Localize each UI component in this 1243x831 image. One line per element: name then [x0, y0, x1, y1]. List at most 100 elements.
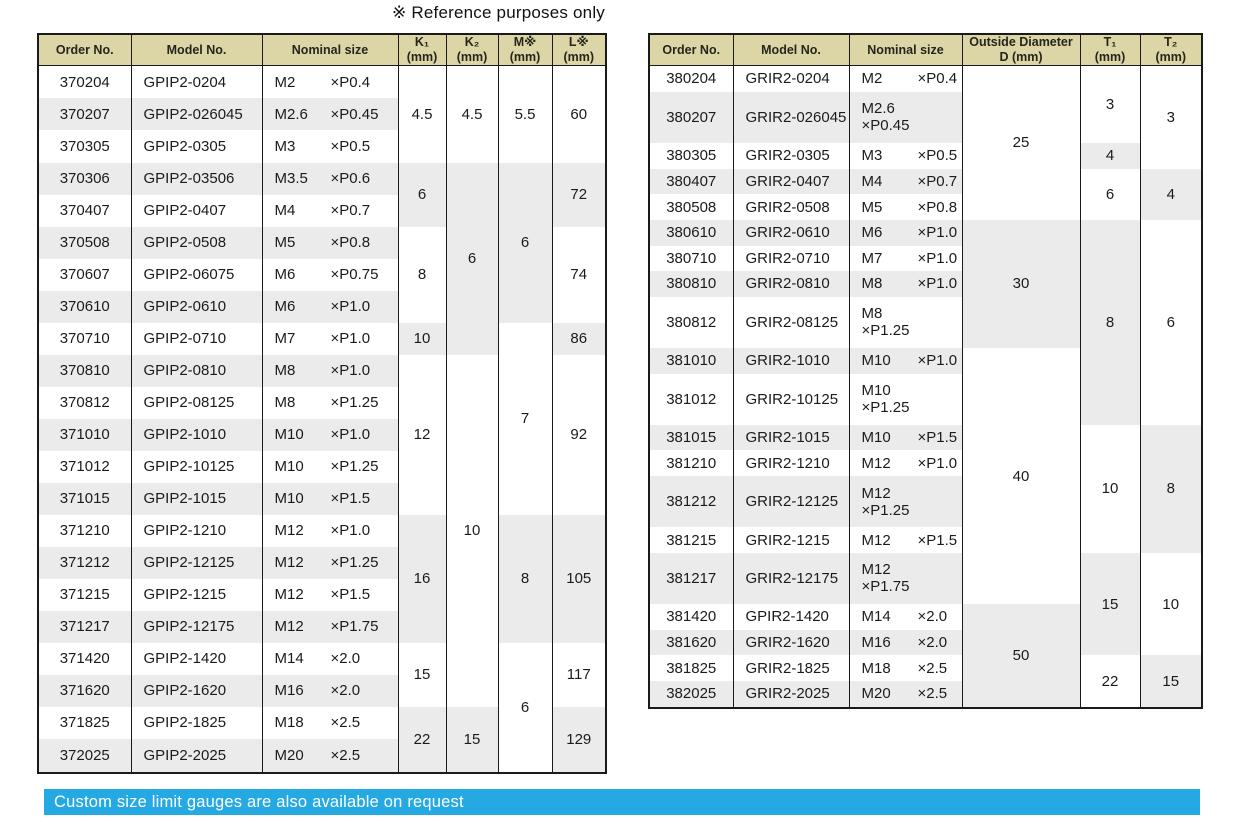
gpip2-l-cell: 60: [551, 65, 607, 163]
gpip2-nominal-size-cell: M2.6 ×P0.45: [261, 98, 399, 131]
grir2-nominal-size-cell: M12 ×P1.5: [848, 527, 963, 553]
table-row: 380810 GRIR2-0810 M8 ×P1.0: [648, 271, 1202, 297]
gpip2-k1-cell: 22: [397, 706, 447, 773]
grir2-d-cell: 50: [961, 604, 1081, 708]
table-row: 371015 GPIP2-1015 M10 ×P1.5: [37, 482, 606, 515]
gpip2-k1-cell: 15: [397, 642, 447, 707]
grir2-model-no-cell: GRIR2-0204: [732, 65, 850, 92]
grir2-order-no-cell: 380810: [648, 271, 734, 297]
gpip2-nominal-size-cell: M8 ×P1.0: [261, 354, 399, 387]
gpip2-order-no-cell: 370306: [37, 162, 132, 195]
gpip2-nominal-size-cell: M10 ×P1.5: [261, 482, 399, 515]
table-row: 370610 GPIP2-0610 M6 ×P1.0: [37, 290, 606, 323]
grir2-nominal-size-cell: M16 ×2.0: [848, 629, 963, 656]
gpip2-header-col-2: Nominal size: [261, 33, 399, 66]
table-row: 371210 GPIP2-1210 M12 ×P1.0 16 8 105: [37, 514, 607, 643]
table-row: 371620 GPIP2-1620 M16 ×2.0: [37, 674, 606, 707]
gpip2-model-no-cell: GPIP2-10125: [130, 450, 263, 483]
gpip2-header-col-3: K₁ (mm): [397, 33, 447, 66]
grir2-order-no-cell: 380407: [648, 168, 734, 195]
grir2-model-no-cell: GRIR2-12125: [732, 476, 850, 528]
grir2-nominal-size-cell: M18 ×2.5: [848, 655, 963, 681]
grir2-order-no-cell: 380610: [648, 219, 734, 246]
grir2-header-col-0: Order No.: [648, 33, 734, 66]
table-row: 380204 GRIR2-0204 M2 ×P0.4 25 3 3: [648, 65, 1203, 220]
grir2-nominal-size-cell: M2.6×P0.45: [848, 91, 963, 144]
gpip2-plug-gauge-table: Order No. Model No. Nominal size K₁ (mm) K₂ (m…: [37, 33, 607, 774]
grir2-d-cell: 40: [961, 347, 1081, 605]
grir2-model-no-cell: GRIR2-0810: [732, 271, 850, 297]
gpip2-nominal-size-cell: M7 ×P1.0: [261, 322, 399, 355]
gpip2-model-no-cell: GPIP2-0810: [130, 354, 263, 387]
table-row: 380305 GRIR2-0305 M3 ×P0.5 4: [648, 143, 1202, 169]
gpip2-nominal-size-cell: M6 ×P1.0: [261, 290, 399, 323]
table-row: 372025 GPIP2-2025 M20 ×2.5: [37, 738, 606, 773]
grir2-order-no-cell: 381212: [648, 476, 734, 528]
table-row: 381217 GRIR2-12175 M12×P1.75 15 10: [648, 552, 1203, 656]
grir2-order-no-cell: 380207: [648, 91, 734, 144]
gpip2-order-no-cell: 371620: [37, 674, 132, 707]
gpip2-nominal-size-cell: M12 ×P1.75: [261, 610, 399, 643]
grir2-t2-cell: 3: [1139, 65, 1203, 169]
grir2-ring-gauge-table: Order No. Model No. Nominal size Outside Di…: [648, 33, 1203, 709]
grir2-model-no-cell: GRIR2-0610: [732, 219, 850, 246]
table-row: 381015 GRIR2-1015 M10 ×P1.5 10 8: [648, 424, 1203, 553]
gpip2-order-no-cell: 371825: [37, 706, 132, 739]
grir2-t2-cell: 6: [1139, 219, 1203, 425]
gpip2-l-cell: 92: [551, 354, 607, 515]
grir2-nominal-size-cell: M12×P1.75: [848, 552, 963, 605]
gpip2-nominal-size-cell: M5 ×P0.8: [261, 226, 399, 259]
gpip2-m-cell: 6: [497, 162, 553, 323]
grir2-model-no-cell: GRIR2-0508: [732, 194, 850, 220]
gpip2-header-col-1: Model No.: [130, 33, 263, 66]
grir2-order-no-cell: 380508: [648, 194, 734, 220]
grir2-nominal-size-cell: M4 ×P0.7: [848, 168, 963, 195]
grir2-order-no-cell: 381210: [648, 450, 734, 476]
gpip2-nominal-size-cell: M3 ×P0.5: [261, 130, 399, 163]
gpip2-order-no-cell: 371015: [37, 482, 132, 515]
header-row: Order No. Model No. Nominal size K₁ (mm) K₂ (m…: [37, 33, 607, 66]
gpip2-model-no-cell: GPIP2-12175: [130, 610, 263, 643]
grir2-header-col-5: T₂ (mm): [1139, 33, 1203, 66]
grir2-order-no-cell: 381010: [648, 347, 734, 374]
table-row: 371215 GPIP2-1215 M12 ×P1.5: [37, 578, 606, 611]
grir2-model-no-cell: GRIR2-1620: [732, 629, 850, 656]
grir2-model-no-cell: GPIR2-1420: [732, 604, 850, 630]
gpip2-nominal-size-cell: M12 ×P1.25: [261, 546, 399, 579]
table-row: 371212 GPIP2-12125 M12 ×P1.25: [37, 546, 606, 579]
table-row: 381825 GRIR2-1825 M18 ×2.5 22 15: [648, 655, 1203, 708]
table-row: 370204 GPIP2-0204 M2 ×P0.4 4.5 4.5 5.5 60: [37, 65, 607, 163]
grir2-t1-cell: 6: [1079, 168, 1141, 220]
table-row: 370710 GPIP2-0710 M7 ×P1.0 10 7 86: [37, 322, 607, 515]
gpip2-order-no-cell: 370207: [37, 98, 132, 131]
gpip2-order-no-cell: 371210: [37, 514, 132, 547]
gpip2-nominal-size-cell: M12 ×P1.0: [261, 514, 399, 547]
gpip2-order-no-cell: 370812: [37, 386, 132, 419]
table-row: 382025 GRIR2-2025 M20 ×2.5: [648, 680, 1202, 708]
grir2-d-cell: 25: [961, 65, 1081, 220]
gpip2-order-no-cell: 370710: [37, 322, 132, 355]
gpip2-model-no-cell: GPIP2-06075: [130, 258, 263, 291]
gpip2-model-no-cell: GPIP2-1420: [130, 642, 263, 675]
table-row: 381010 GRIR2-1010 M10 ×P1.0 40: [648, 347, 1202, 605]
grir2-model-no-cell: GRIR2-0305: [732, 143, 850, 169]
gpip2-l-cell: 86: [551, 322, 607, 355]
table-row: 370207 GPIP2-026045 M2.6 ×P0.45: [37, 98, 606, 131]
grir2-model-no-cell: GRIR2-1210: [732, 450, 850, 476]
gpip2-m-cell: 6: [497, 642, 553, 773]
gpip2-nominal-size-cell: M4 ×P0.7: [261, 194, 399, 227]
gpip2-order-no-cell: 370407: [37, 194, 132, 227]
grir2-nominal-size-cell: M10 ×P1.0: [848, 347, 963, 374]
grir2-t1-cell: 3: [1079, 65, 1141, 144]
gpip2-order-no-cell: 370305: [37, 130, 132, 163]
gpip2-k2-cell: 15: [445, 706, 499, 773]
table-row: 370810 GPIP2-0810 M8 ×P1.0 12 10 92: [37, 354, 607, 707]
grir2-order-no-cell: 381420: [648, 604, 734, 630]
gpip2-order-no-cell: 372025: [37, 738, 132, 773]
table-row: 381212 GRIR2-12125 M12×P1.25: [648, 476, 1202, 528]
grir2-nominal-size-cell: M10 ×P1.5: [848, 424, 963, 451]
table-row: 370305 GPIP2-0305 M3 ×P0.5: [37, 130, 606, 163]
gpip2-order-no-cell: 371217: [37, 610, 132, 643]
gpip2-header-col-5: M※ (mm): [497, 33, 553, 66]
gpip2-order-no-cell: 371212: [37, 546, 132, 579]
